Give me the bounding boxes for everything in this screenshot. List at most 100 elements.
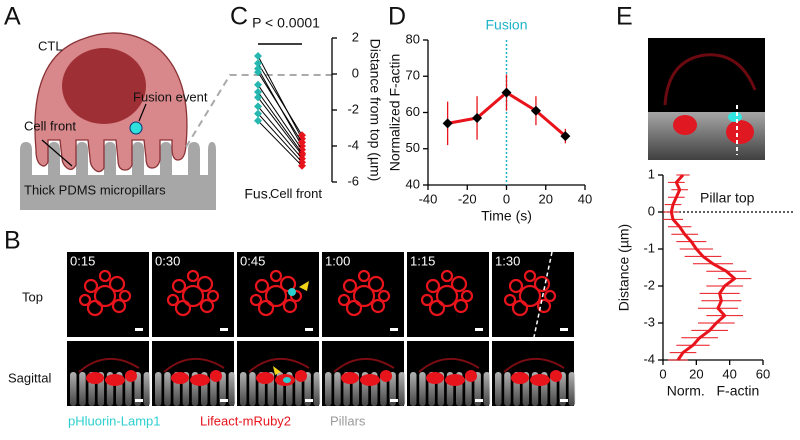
scale-bar	[390, 328, 398, 331]
y-axis-label: Distance from top (µm)	[367, 39, 383, 182]
image-top	[322, 252, 404, 337]
pillar	[504, 372, 511, 406]
pillar	[304, 372, 311, 406]
y-tick-label: 70	[406, 68, 420, 83]
fusion-dot	[129, 121, 143, 135]
actin-edge	[418, 357, 480, 373]
actin-ring	[352, 284, 376, 308]
actin-ring	[78, 293, 92, 307]
section-line	[533, 251, 553, 338]
actin-ring	[345, 299, 363, 317]
actin-ring	[460, 289, 474, 303]
pillar	[483, 372, 491, 406]
marker	[530, 105, 541, 116]
actin-ring	[181, 284, 205, 308]
y-tick-label: 1	[648, 166, 655, 181]
y-tick-label: 0	[648, 203, 655, 218]
pillar	[219, 372, 226, 406]
x-tick-label: 0	[659, 366, 666, 381]
row-label: Sagittal	[8, 370, 51, 385]
marker	[254, 52, 262, 60]
marker	[560, 131, 571, 142]
actin-ring	[118, 289, 132, 303]
marker	[254, 88, 262, 96]
actin-ring	[249, 293, 263, 307]
pair-line	[257, 120, 303, 167]
actin-ring	[264, 284, 288, 308]
annotation: Pillar top	[700, 190, 755, 206]
scale-bar	[475, 399, 483, 402]
scale-bar	[220, 328, 228, 331]
label: Fusion event	[133, 89, 208, 104]
x-tick-label: 0	[503, 191, 510, 206]
actin-ring	[508, 278, 524, 294]
pillar	[325, 372, 332, 406]
y-tick-label: -3	[643, 314, 655, 329]
x-tick-label: -40	[419, 191, 438, 206]
actin-ring	[86, 299, 104, 317]
actin-ring	[440, 269, 454, 283]
actin-ring	[453, 298, 469, 314]
pillar	[164, 372, 171, 406]
fusion-dot	[288, 288, 296, 296]
legend-label: pHluorin-Lamp1	[68, 413, 161, 428]
marker	[298, 131, 306, 140]
y-tick-label: -1	[643, 240, 655, 255]
scale-bar	[135, 328, 143, 331]
actin-blob	[530, 374, 550, 386]
annotation: Fusion	[485, 17, 527, 33]
arrow	[41, 139, 73, 167]
y-tick-label: -4	[347, 137, 359, 152]
actin-ring	[111, 298, 127, 314]
label: Thick PDMS micropillars	[24, 182, 166, 197]
x-tick-label: -20	[458, 191, 477, 206]
panel-label: D	[388, 3, 406, 31]
actin-ring	[543, 289, 557, 303]
pair-line	[257, 106, 303, 159]
x-tick-label: 40	[578, 191, 592, 206]
actin-ring	[166, 293, 180, 307]
x-tick-label: 40	[722, 366, 736, 381]
pillar	[410, 372, 417, 406]
marker	[254, 93, 262, 102]
actin-blob	[445, 374, 465, 386]
marker	[254, 59, 262, 68]
row-label: Top	[22, 289, 43, 304]
x-tick-label: Fus.	[244, 186, 271, 202]
y-axis-label: Distance (µm)	[616, 224, 632, 311]
marker	[298, 138, 306, 147]
actin-ring	[254, 278, 270, 294]
actin-ring	[518, 284, 542, 308]
x-tick-label: 20	[539, 191, 553, 206]
actin-blob	[550, 370, 562, 382]
dash-link	[185, 74, 332, 148]
image	[648, 38, 765, 160]
y-tick-label: 40	[406, 176, 420, 191]
arrowhead	[273, 366, 281, 375]
actin-ring	[370, 298, 386, 314]
y-tick-label: -2	[347, 101, 359, 116]
x-tick-label: Cell front	[269, 186, 323, 201]
pillar	[313, 372, 321, 406]
fusion-dot	[283, 377, 291, 383]
actin-ring	[279, 275, 297, 293]
actin-ring	[174, 299, 192, 317]
pillar	[240, 372, 247, 406]
time-label: 0:45	[240, 253, 265, 268]
actin-ring	[425, 278, 441, 294]
actin-ring	[186, 269, 200, 283]
actin-ring	[337, 293, 351, 307]
pillar	[474, 372, 481, 406]
actin-ring	[367, 275, 385, 293]
actin-ring	[98, 269, 112, 283]
pair-line	[257, 84, 303, 150]
y-tick-label: -6	[347, 173, 359, 188]
arrowhead	[299, 281, 309, 291]
time-label: 0:15	[70, 253, 95, 268]
actin-ring	[289, 289, 303, 303]
x-axis-label: Time (s)	[481, 208, 532, 224]
actin-edge	[503, 357, 565, 373]
actin-blob	[190, 374, 210, 386]
annotation: P < 0.0001	[252, 15, 320, 31]
pair-line	[257, 113, 303, 163]
